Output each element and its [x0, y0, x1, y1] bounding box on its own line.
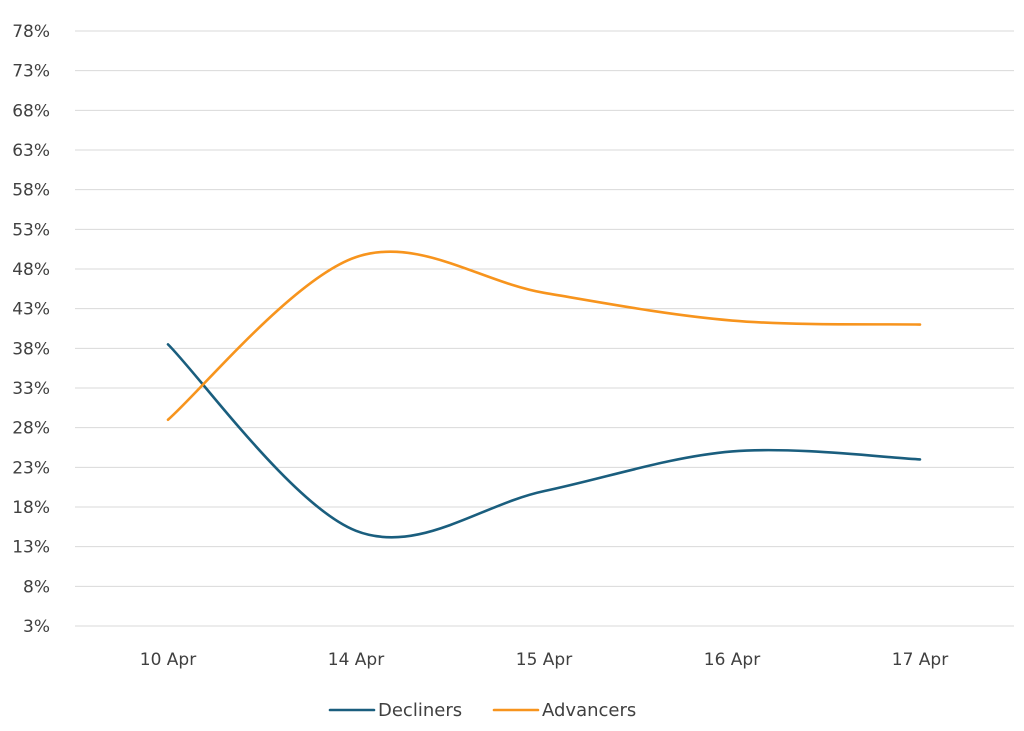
y-tick-label: 53%	[12, 220, 50, 240]
x-tick-label: 10 Apr	[140, 650, 196, 670]
series-line-decliners	[166, 343, 922, 539]
x-tick-label: 14 Apr	[328, 650, 384, 670]
y-tick-label: 63%	[12, 141, 50, 161]
y-tick-label: 3%	[23, 617, 50, 637]
y-tick-label: 68%	[12, 101, 50, 121]
y-tick-label: 78%	[12, 22, 50, 42]
x-axis-ticks: 10 Apr 14 Apr 15 Apr 16 Apr 17 Apr	[140, 650, 948, 670]
y-tick-label: 58%	[12, 181, 50, 201]
y-tick-label: 18%	[12, 498, 50, 518]
series-line-advancers	[166, 250, 922, 422]
y-axis-ticks: 3% 8% 13% 18% 23% 28% 33% 38% 43% 48% 53% 58% 63% 68%…	[12, 22, 50, 637]
y-tick-label: 28%	[12, 419, 50, 439]
y-tick-label: 48%	[12, 260, 50, 280]
y-tick-label: 8%	[23, 577, 50, 597]
legend-label-decliners: Decliners	[378, 700, 462, 721]
y-tick-label: 73%	[12, 62, 50, 82]
y-tick-label: 23%	[12, 458, 50, 478]
legend-label-advancers: Advancers	[542, 700, 636, 721]
x-tick-label: 16 Apr	[704, 650, 760, 670]
series-lines	[166, 250, 922, 539]
gridlines	[75, 30, 1014, 587]
x-tick-label: 15 Apr	[516, 650, 572, 670]
y-tick-label: 38%	[12, 339, 50, 359]
y-tick-label: 33%	[12, 379, 50, 399]
y-tick-label: 43%	[12, 300, 50, 320]
x-tick-label: 17 Apr	[892, 650, 948, 670]
legend: Decliners Advancers	[328, 700, 636, 721]
y-tick-label: 13%	[12, 538, 50, 558]
